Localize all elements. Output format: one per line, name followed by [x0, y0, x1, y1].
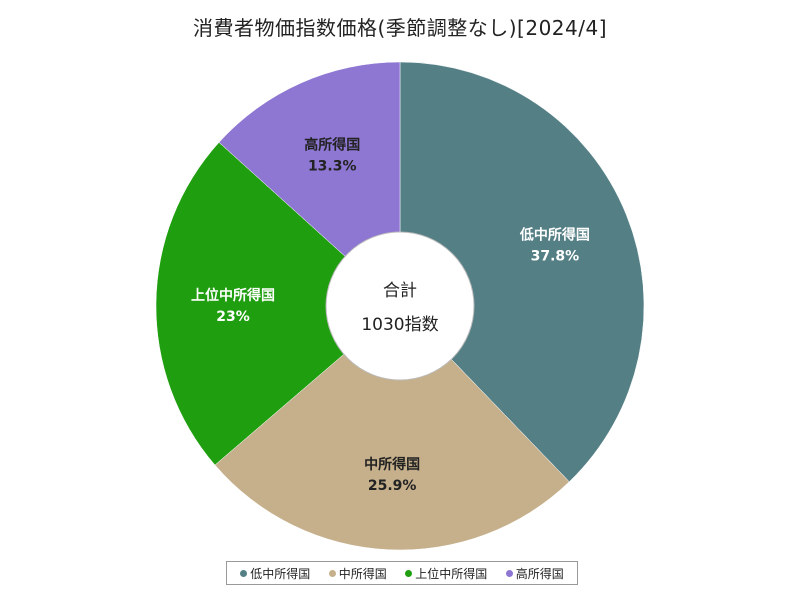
pie-slice: [399, 61, 645, 483]
slice-label: 上位中所得国: [191, 287, 275, 304]
center-label-value: 1030指数: [361, 315, 438, 335]
slice-label: 低中所得国: [519, 227, 590, 244]
chart-legend: 低中所得国 中所得国 上位中所得国 高所得国: [226, 561, 578, 585]
legend-swatch: [405, 569, 413, 577]
legend-item: 上位中所得国: [405, 565, 487, 582]
legend-label: 低中所得国: [250, 566, 311, 581]
slice-label: 高所得国: [304, 136, 360, 153]
slice-label: 中所得国: [364, 456, 420, 473]
legend-label: 中所得国: [338, 566, 387, 581]
legend-label: 高所得国: [515, 566, 564, 581]
pie-slice: [218, 61, 401, 307]
legend-item: 中所得国: [328, 565, 387, 582]
center-label-title: 合計: [383, 281, 417, 301]
pie-slice: [214, 305, 570, 551]
legend-swatch: [505, 569, 513, 577]
slice-percent-label: 23%: [216, 309, 250, 325]
legend-label: 上位中所得国: [415, 566, 488, 581]
slice-percent-label: 37.8%: [531, 249, 580, 265]
pie-slices: [155, 61, 645, 551]
slice-percent-label: 13.3%: [308, 158, 357, 174]
legend-swatch: [240, 569, 248, 577]
chart-title: 消費者物価指数価格(季節調整なし)[2024/4]: [192, 16, 608, 40]
pie-slice: [155, 141, 401, 466]
donut-hole: [325, 231, 475, 381]
legend-swatch: [328, 569, 336, 577]
slice-labels: 低中所得国 37.8% 中所得国 25.9% 上位中所得国 23% 高所得国 13.3%: [191, 136, 590, 493]
legend-item: 高所得国: [505, 565, 564, 582]
legend-item: 低中所得国: [240, 565, 310, 582]
slice-percent-label: 25.9%: [368, 478, 417, 494]
